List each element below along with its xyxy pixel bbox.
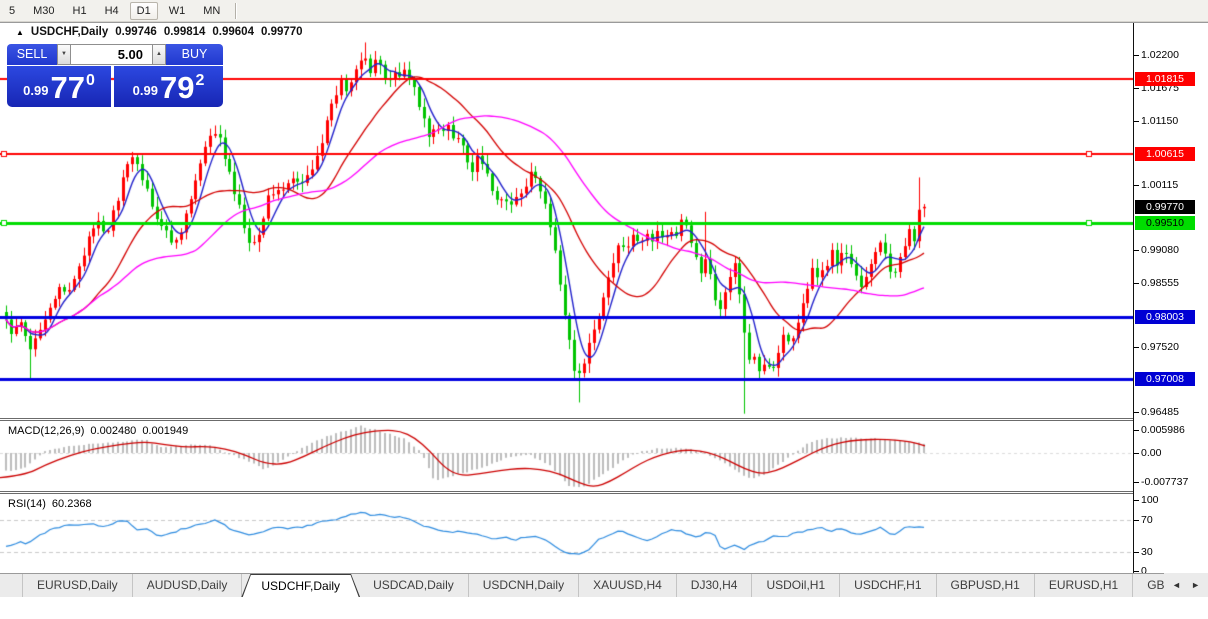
ohlc-close: 0.99770 — [260, 26, 303, 38]
macd-axis-label-tick — [1134, 453, 1139, 454]
chart-tab-gbpusd-h1[interactable]: GBPUSD,H1 — [937, 574, 1035, 597]
chart-symbol-label: USDCHF,Daily — [30, 26, 109, 38]
price-tick-label-tick — [1134, 88, 1139, 89]
price-axis[interactable]: 1.02200 1.01675 1.01150 1.00115 0.99080 0.985… — [1134, 23, 1208, 578]
timeframe-button-5[interactable]: 5 — [2, 2, 22, 20]
volume-input[interactable] — [71, 44, 152, 65]
price-tick-label-tick — [1134, 185, 1139, 186]
sell-button[interactable]: SELL — [7, 44, 57, 65]
rsi-axis-label-tick — [1134, 520, 1139, 521]
rsi-name: RSI(14) — [8, 498, 46, 510]
price-tick-label-tick — [1134, 250, 1139, 251]
panel-separator[interactable] — [0, 418, 1208, 421]
rsi-label: RSI(14) 60.2368 — [8, 498, 92, 510]
price-tick-label: 1.01150 — [1141, 115, 1179, 127]
macd-axis-label: 0.005986 — [1141, 424, 1185, 436]
macd-name: MACD(12,26,9) — [8, 425, 85, 437]
price-tick-label: 1.00115 — [1141, 179, 1179, 191]
toolbar-separator — [235, 2, 238, 19]
chart-tab-usdoil-h1[interactable]: USDOil,H1 — [752, 574, 841, 597]
price-level-badge: 0.97008 — [1135, 372, 1195, 386]
price-tick-label-tick — [1134, 55, 1139, 56]
price-tick-label-tick — [1134, 412, 1139, 413]
price-tick-label: 0.97520 — [1141, 341, 1179, 353]
price-level-badge: 0.99770 — [1135, 200, 1195, 214]
price-axis-divider — [1133, 23, 1134, 578]
rsi-panel-canvas[interactable] — [0, 494, 1133, 578]
timeframe-toolbar: 5 M30 H1 H4 D1 W1 MN — [0, 0, 1208, 22]
price-tick-label: 0.96485 — [1141, 406, 1179, 418]
timeframe-button-mn[interactable]: MN — [196, 2, 227, 20]
tab-scroll-left-icon[interactable]: ◄ — [1172, 580, 1181, 590]
rsi-axis-label-tick — [1134, 552, 1139, 553]
price-level-badge: 0.98003 — [1135, 310, 1195, 324]
macd-axis-label: 0.00 — [1141, 447, 1162, 459]
price-tick-label: 0.98555 — [1141, 277, 1179, 289]
active-tab-label: USDCHF,Daily — [242, 575, 359, 597]
macd-panel-canvas[interactable] — [0, 422, 1133, 491]
chart-title: ▲ USDCHF,Daily 0.99746 0.99814 0.99604 0… — [16, 26, 303, 38]
price-level-badge: 1.00615 — [1135, 147, 1195, 161]
price-tick-label-tick — [1134, 121, 1139, 122]
price-tick-label-tick — [1134, 347, 1139, 348]
macd-axis-label-tick — [1134, 482, 1139, 483]
chart-region: ▲ USDCHF,Daily 0.99746 0.99814 0.99604 0… — [0, 22, 1208, 619]
timeframe-button-h4[interactable]: H4 — [98, 2, 126, 20]
price-level-badge: 0.99510 — [1135, 216, 1195, 230]
ohlc-low: 0.99604 — [212, 26, 254, 38]
sell-price-sup: 0 — [85, 72, 95, 89]
macd-axis-label: -0.007737 — [1141, 476, 1189, 488]
chart-tab-dj30-h4[interactable]: DJ30,H4 — [677, 574, 753, 597]
chart-tab-usdcnh-daily[interactable]: USDCNH,Daily — [469, 574, 580, 597]
ohlc-open: 0.99746 — [115, 26, 157, 38]
chart-tab-audusd-daily[interactable]: AUDUSD,Daily — [133, 574, 243, 597]
sell-price-display[interactable]: 0.99 77 0 — [7, 66, 111, 107]
rsi-axis-label-tick — [1134, 571, 1139, 572]
price-level-badge: 1.01815 — [1135, 72, 1195, 86]
chart-tab-eurusd-h1[interactable]: EURUSD,H1 — [1035, 574, 1134, 597]
macd-signal-value: 0.001949 — [142, 425, 189, 437]
tab-scroll-right-icon[interactable]: ► — [1191, 580, 1200, 590]
sell-price-small: 0.99 — [23, 83, 49, 98]
one-click-trading-panel: SELL ▼ ▲ BUY 0.99 77 0 0.99 79 2 — [7, 44, 223, 107]
collapse-panel-icon[interactable]: ▲ — [16, 27, 24, 37]
chart-tab-usdchf-daily-active[interactable]: USDCHF,Daily — [241, 574, 360, 597]
buy-button[interactable]: BUY — [166, 44, 223, 65]
rsi-value: 60.2368 — [51, 498, 92, 510]
chart-tab-bar: EURUSD,Daily AUDUSD,Daily USDCHF,Daily USDC… — [0, 573, 1208, 597]
chart-tab-xauusd-h4[interactable]: XAUUSD,H4 — [579, 574, 677, 597]
timeframe-button-m30[interactable]: M30 — [26, 2, 61, 20]
sell-price-big: 77 — [50, 70, 85, 105]
macd-label: MACD(12,26,9) 0.002480 0.001949 — [8, 425, 188, 437]
rsi-axis-label: 70 — [1141, 514, 1153, 526]
chart-tab-usdcad-daily[interactable]: USDCAD,Daily — [359, 574, 469, 597]
buy-price-big: 79 — [159, 70, 195, 105]
volume-increase-button[interactable]: ▲ — [152, 44, 166, 65]
price-tick-label: 1.02200 — [1141, 49, 1179, 61]
panel-separator[interactable] — [0, 491, 1208, 494]
tab-scroll-controls: ◄ ► — [1164, 573, 1208, 597]
buy-price-sup: 2 — [195, 72, 205, 89]
ohlc-high: 0.99814 — [163, 26, 206, 38]
price-tick-label: 0.99080 — [1141, 244, 1179, 256]
timeframe-button-d1[interactable]: D1 — [129, 1, 158, 20]
chart-tab-eurusd-daily[interactable]: EURUSD,Daily — [22, 574, 133, 597]
macd-main-value: 0.002480 — [90, 425, 137, 437]
rsi-axis-label-tick — [1134, 500, 1139, 501]
chart-tab-usdchf-h1[interactable]: USDCHF,H1 — [840, 574, 937, 597]
rsi-axis-label: 30 — [1141, 546, 1153, 558]
rsi-axis-label: 100 — [1141, 494, 1159, 506]
buy-price-display[interactable]: 0.99 79 2 — [114, 66, 223, 107]
rsi-axis-label: 0 — [1141, 565, 1147, 577]
volume-decrease-button[interactable]: ▼ — [57, 44, 71, 65]
buy-price-small: 0.99 — [132, 83, 158, 98]
price-tick-label-tick — [1134, 283, 1139, 284]
timeframe-button-h1[interactable]: H1 — [66, 2, 94, 20]
macd-axis-label-tick — [1134, 430, 1139, 431]
timeframe-button-w1[interactable]: W1 — [162, 2, 193, 20]
